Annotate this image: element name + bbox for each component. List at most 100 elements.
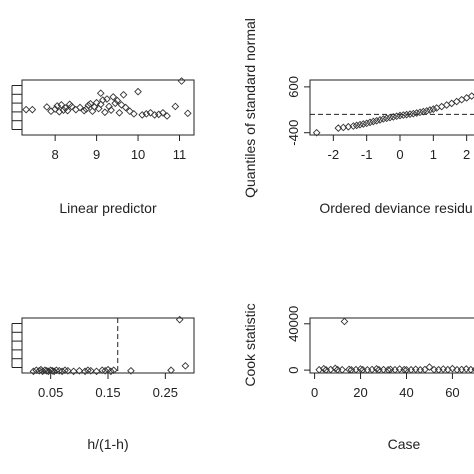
- data-point: [376, 116, 384, 124]
- data-point: [86, 99, 95, 108]
- data-point: [22, 105, 30, 114]
- data-point: [96, 89, 105, 98]
- y-ticks: -400 600: [286, 76, 310, 146]
- data-point: [356, 365, 365, 373]
- data-point: [183, 109, 192, 118]
- data-point: [345, 365, 353, 374]
- data-point: [159, 108, 167, 117]
- data-point: [44, 367, 53, 376]
- data-point: [63, 106, 72, 115]
- data-point: [331, 364, 340, 373]
- data-point: [134, 87, 142, 96]
- data-point: [422, 107, 431, 115]
- data-point: [416, 108, 424, 117]
- data-point: [340, 317, 349, 326]
- data-point: [349, 122, 358, 130]
- y-axis-label: Cook statistic: [242, 303, 258, 386]
- data-point: [163, 112, 171, 120]
- data-point: [121, 103, 130, 112]
- data-point: [92, 98, 101, 107]
- data-point: [67, 102, 76, 111]
- data-point: [127, 366, 135, 375]
- y-ticks: [11, 323, 22, 368]
- data-point: [154, 110, 163, 119]
- data-point: [326, 365, 335, 374]
- data-point: [103, 95, 111, 103]
- data-point: [352, 121, 361, 130]
- data-point: [28, 105, 37, 114]
- data-point: [58, 367, 66, 376]
- data-point: [426, 106, 434, 114]
- x-tick-label: 0: [311, 385, 318, 400]
- data-point: [64, 366, 72, 375]
- x-axis-label: Ordered deviance residu: [319, 200, 472, 216]
- x-tick-label: 40: [399, 385, 413, 400]
- panel-leverage: 0.05 0.15 0.25 h/(1-h): [11, 315, 195, 452]
- data-point: [51, 105, 59, 113]
- data-point: [402, 366, 411, 374]
- data-point: [111, 99, 120, 108]
- panel-linear-predictor: 8 9 10 11 Linear predictor: [11, 77, 195, 216]
- data-point: [372, 116, 381, 125]
- data-point: [47, 107, 55, 116]
- y-tick-label: 40000: [286, 306, 301, 342]
- x-tick-label: 9: [93, 147, 100, 162]
- data-point: [142, 110, 151, 118]
- x-tick-label: 2: [463, 147, 470, 162]
- data-point: [115, 108, 124, 117]
- data-point: [75, 366, 84, 375]
- x-tick-label: 0.25: [153, 385, 178, 400]
- data-point: [69, 367, 78, 376]
- x-axis-label: h/(1-h): [87, 436, 128, 452]
- data-point: [444, 365, 452, 374]
- data-point: [92, 367, 101, 376]
- data-point: [29, 367, 38, 376]
- data-point: [400, 365, 409, 374]
- x-axis-label: Case: [388, 436, 421, 452]
- data-point: [125, 107, 134, 116]
- data-point: [101, 108, 109, 117]
- data-point: [359, 120, 368, 128]
- data-point: [167, 366, 175, 375]
- x-tick-label: 0: [396, 147, 403, 162]
- x-ticks: 0.05 0.15 0.25: [38, 373, 178, 400]
- data-point: [425, 363, 434, 371]
- x-tick-label: 1: [430, 147, 437, 162]
- points: [315, 317, 474, 374]
- data-point: [38, 367, 47, 376]
- data-point: [362, 119, 371, 128]
- data-point: [119, 90, 128, 99]
- x-tick-label: 8: [52, 147, 59, 162]
- data-point: [462, 365, 471, 373]
- data-point: [130, 110, 138, 118]
- y-axis-label: Quantiles of standard normal: [242, 18, 258, 198]
- points: [312, 92, 474, 137]
- data-point: [113, 96, 122, 105]
- data-point: [312, 128, 321, 137]
- y-ticks: [11, 85, 22, 130]
- data-point: [384, 366, 392, 374]
- data-point: [53, 102, 62, 110]
- data-point: [55, 366, 64, 375]
- data-point: [181, 362, 190, 370]
- x-tick-label: -1: [361, 147, 373, 162]
- data-point: [319, 364, 328, 373]
- x-ticks: 8 9 10 11: [52, 135, 186, 162]
- data-point: [396, 111, 404, 120]
- data-point: [429, 105, 438, 113]
- data-point: [84, 366, 92, 375]
- x-ticks: -2 -1 0 1 2: [328, 135, 470, 162]
- data-point: [52, 366, 61, 375]
- data-point: [42, 366, 51, 375]
- data-point: [88, 107, 97, 116]
- points: [22, 77, 192, 120]
- data-point: [55, 107, 64, 116]
- data-point: [98, 96, 107, 104]
- data-point: [448, 364, 457, 373]
- data-point: [399, 111, 408, 119]
- data-point: [439, 365, 448, 373]
- data-point: [338, 365, 346, 374]
- data-point: [109, 366, 118, 375]
